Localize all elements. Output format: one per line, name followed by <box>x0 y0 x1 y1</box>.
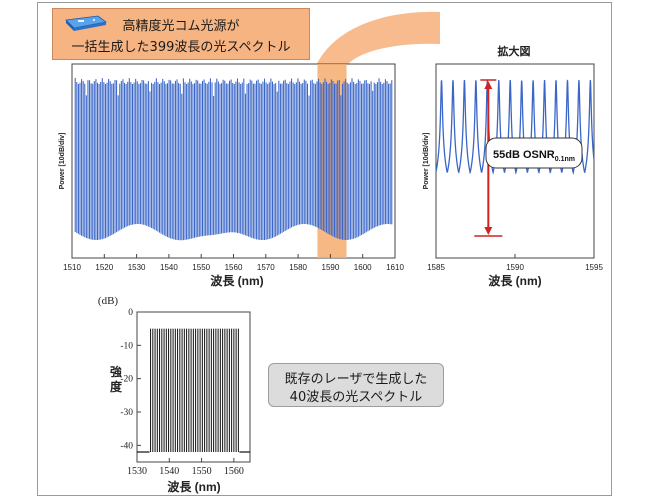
laser-y-tick-label: -40 <box>120 441 133 451</box>
osnr-label-subscript: 0.1nm <box>555 156 575 163</box>
laser-ylabel-char: 度 <box>110 379 123 394</box>
laser-callout-line2: 40波長の光スペクトル <box>289 390 423 405</box>
comb-device-icon <box>65 15 107 31</box>
laser-ylabel-char: 強 <box>110 364 122 379</box>
comb-x-tick-label: 1510 <box>63 263 81 272</box>
osnr-annotation: 55dB OSNR0.1nm <box>485 137 583 169</box>
comb-x-tick-label: 1590 <box>322 263 340 272</box>
laser-callout: 既存のレーザで生成した 40波長の光スペクトル <box>268 363 444 407</box>
laser-y-tick-label: -30 <box>120 408 133 418</box>
figure-frame <box>37 2 612 496</box>
laser-ylabel: 強度 <box>110 364 123 394</box>
zoom-x-tick-label: 1590 <box>506 263 524 272</box>
zoom-connector-band <box>314 11 440 70</box>
zoom-spectrum-chart: 拡大図 55dB OSNR0.1nm 1585 1590 1595 Power [1… <box>423 44 603 288</box>
zoom-ylabel: Power [10dB/div] <box>423 133 430 190</box>
osnr-label-box <box>485 137 583 169</box>
laser-y-ticks: 0 -10 -20 -30 -40 <box>120 308 141 451</box>
laser-x-tick-label: 1560 <box>224 466 244 477</box>
comb-x-ticks: 1510 1520 1530 1540 1550 1560 1570 1580 1590 1600… <box>63 254 404 272</box>
zoom-xlabel: 波長 (nm) <box>488 273 541 288</box>
comb-x-tick-label: 1570 <box>257 263 275 272</box>
comb-x-tick-label: 1580 <box>289 263 307 272</box>
zoom-region-highlight <box>317 64 347 258</box>
osnr-arrowhead-up <box>484 81 493 89</box>
comb-x-tick-label: 1530 <box>128 263 146 272</box>
comb-xlabel: 波長 (nm) <box>210 273 263 288</box>
laser-y-tick-label: -10 <box>120 341 133 351</box>
osnr-arrowhead-down <box>484 227 493 235</box>
laser-y-tick-label: -20 <box>120 375 133 385</box>
laser-xlabel: 波長 (nm) <box>167 479 220 494</box>
comb-lines <box>74 78 393 241</box>
laser-x-ticks: 1530 1540 1550 1560 <box>127 458 244 477</box>
laser-x-tick-label: 1550 <box>192 466 212 477</box>
comb-spectrum-chart: 1510 1520 1530 1540 1550 1560 1570 1580 1590 1600… <box>59 63 404 288</box>
laser-x-tick-label: 1530 <box>127 466 147 477</box>
comb-callout-line2: 一括生成した399波長の光スペクトル <box>71 40 291 55</box>
comb-x-tick-label: 1520 <box>95 263 113 272</box>
zoom-title: 拡大図 <box>498 44 531 58</box>
zoom-x-tick-label: 1595 <box>585 263 603 272</box>
comb-x-tick-label: 1610 <box>386 263 404 272</box>
laser-lines <box>137 328 250 453</box>
laser-y-tick-label: 0 <box>128 308 133 318</box>
laser-callout-line1: 既存のレーザで生成した <box>284 372 428 387</box>
osnr-label: 55dB OSNR0.1nm <box>493 149 575 163</box>
osnr-label-text: 55dB OSNR <box>493 149 555 161</box>
laser-spectrum-chart: 0 -10 -20 -30 -40 1530 1540 1550 1560 (dB) 強度 波… <box>98 295 251 494</box>
comb-callout-line1: 高精度光コム光源が <box>122 19 240 34</box>
laser-x-tick-label: 1540 <box>159 466 179 477</box>
comb-x-tick-label: 1600 <box>354 263 372 272</box>
comb-x-tick-label: 1560 <box>225 263 243 272</box>
comb-x-tick-label: 1550 <box>192 263 210 272</box>
zoom-x-tick-label: 1585 <box>427 263 445 272</box>
zoom-x-ticks: 1585 1590 1595 <box>427 254 603 272</box>
comb-x-tick-label: 1540 <box>160 263 178 272</box>
laser-yunit: (dB) <box>98 295 119 307</box>
comb-ylabel: Power [10dB/div] <box>59 133 66 190</box>
